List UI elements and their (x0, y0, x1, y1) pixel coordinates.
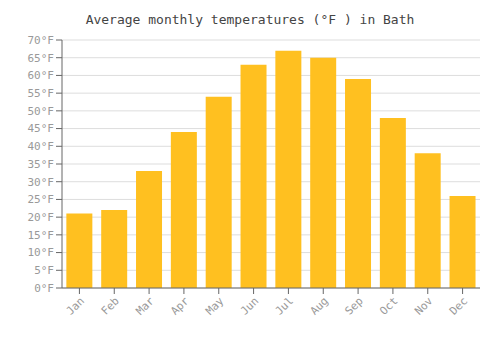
svg-text:May: May (203, 294, 227, 318)
svg-text:50°F: 50°F (28, 105, 55, 118)
svg-text:40°F: 40°F (28, 140, 55, 153)
svg-text:Dec: Dec (447, 294, 470, 317)
svg-text:35°F: 35°F (28, 158, 55, 171)
svg-text:55°F: 55°F (28, 87, 55, 100)
svg-text:Feb: Feb (99, 294, 122, 317)
svg-text:15°F: 15°F (28, 229, 55, 242)
html-text:Average monthly temperatures (: Average monthly temperatures (°F ) in Ba… (85, 12, 415, 27)
svg-text:60°F: 60°F (28, 69, 55, 82)
svg-text:30°F: 30°F (28, 176, 55, 189)
svg-text:20°F: 20°F (28, 211, 55, 224)
svg-text:Nov: Nov (412, 294, 436, 318)
svg-text:25°F: 25°F (28, 193, 55, 206)
svg-text:Jun: Jun (238, 294, 261, 317)
svg-text:45°F: 45°F (28, 122, 55, 135)
svg-text:Apr: Apr (168, 294, 192, 318)
svg-text:0°F: 0°F (34, 282, 54, 295)
svg-text:65°F: 65°F (28, 52, 55, 65)
svg-text:Jan: Jan (64, 294, 87, 317)
svg-text:Sep: Sep (342, 294, 365, 317)
svg-text:Aug: Aug (308, 294, 331, 317)
svg-text:5°F: 5°F (34, 264, 54, 277)
svg-text:Jul: Jul (273, 294, 296, 317)
svg-text:Oct: Oct (377, 294, 400, 317)
svg-text:70°F: 70°F (28, 34, 55, 47)
svg-text:Mar: Mar (133, 294, 157, 318)
svg-text:10°F: 10°F (28, 246, 55, 259)
